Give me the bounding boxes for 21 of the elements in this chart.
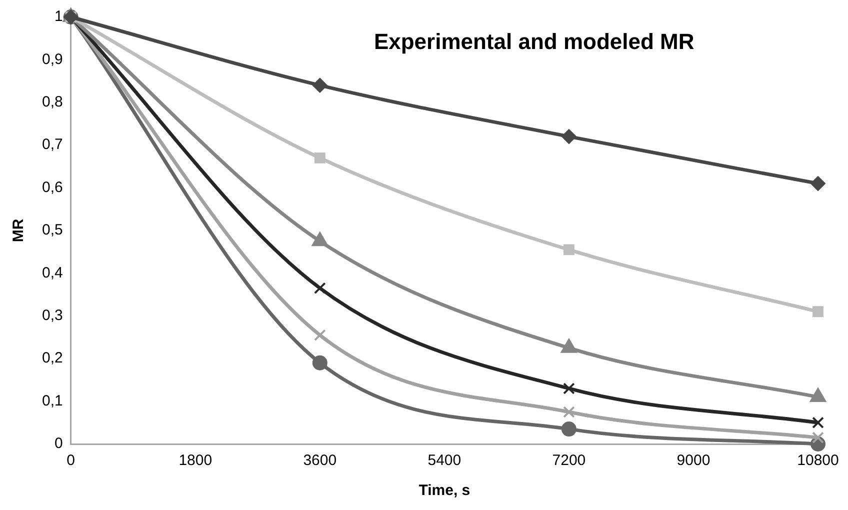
y-tick-label: 1 — [54, 8, 63, 26]
x-tick-label: 9000 — [676, 452, 710, 470]
y-tick-label: 0,1 — [42, 392, 63, 410]
y-tick-label: 0,3 — [42, 307, 63, 324]
x-tick-label: 1800 — [178, 452, 212, 470]
x-tick-label: 3600 — [303, 452, 337, 470]
x-tick-label: 0 — [66, 452, 76, 470]
y-tick-label: 0,9 — [42, 50, 63, 68]
y-tick-label: 0 — [54, 435, 63, 452]
y-tick-label: 0,8 — [42, 94, 63, 111]
y-tick-label: 0,6 — [42, 178, 63, 196]
x-axis-title: Time, s — [418, 482, 470, 500]
y-axis-title: MR — [10, 218, 28, 242]
y-tick-label: 0,2 — [42, 350, 63, 367]
x-tick-label: 7200 — [552, 452, 586, 470]
text: Experimental and modeled MR — [374, 29, 694, 54]
y-tick-label: 0,5 — [42, 222, 63, 239]
y-tick-label: 0,7 — [42, 136, 63, 154]
y-tick-label: 0,4 — [42, 264, 63, 282]
x-tick-label: 5400 — [428, 452, 462, 470]
x-tick-label: 10800 — [797, 452, 839, 470]
